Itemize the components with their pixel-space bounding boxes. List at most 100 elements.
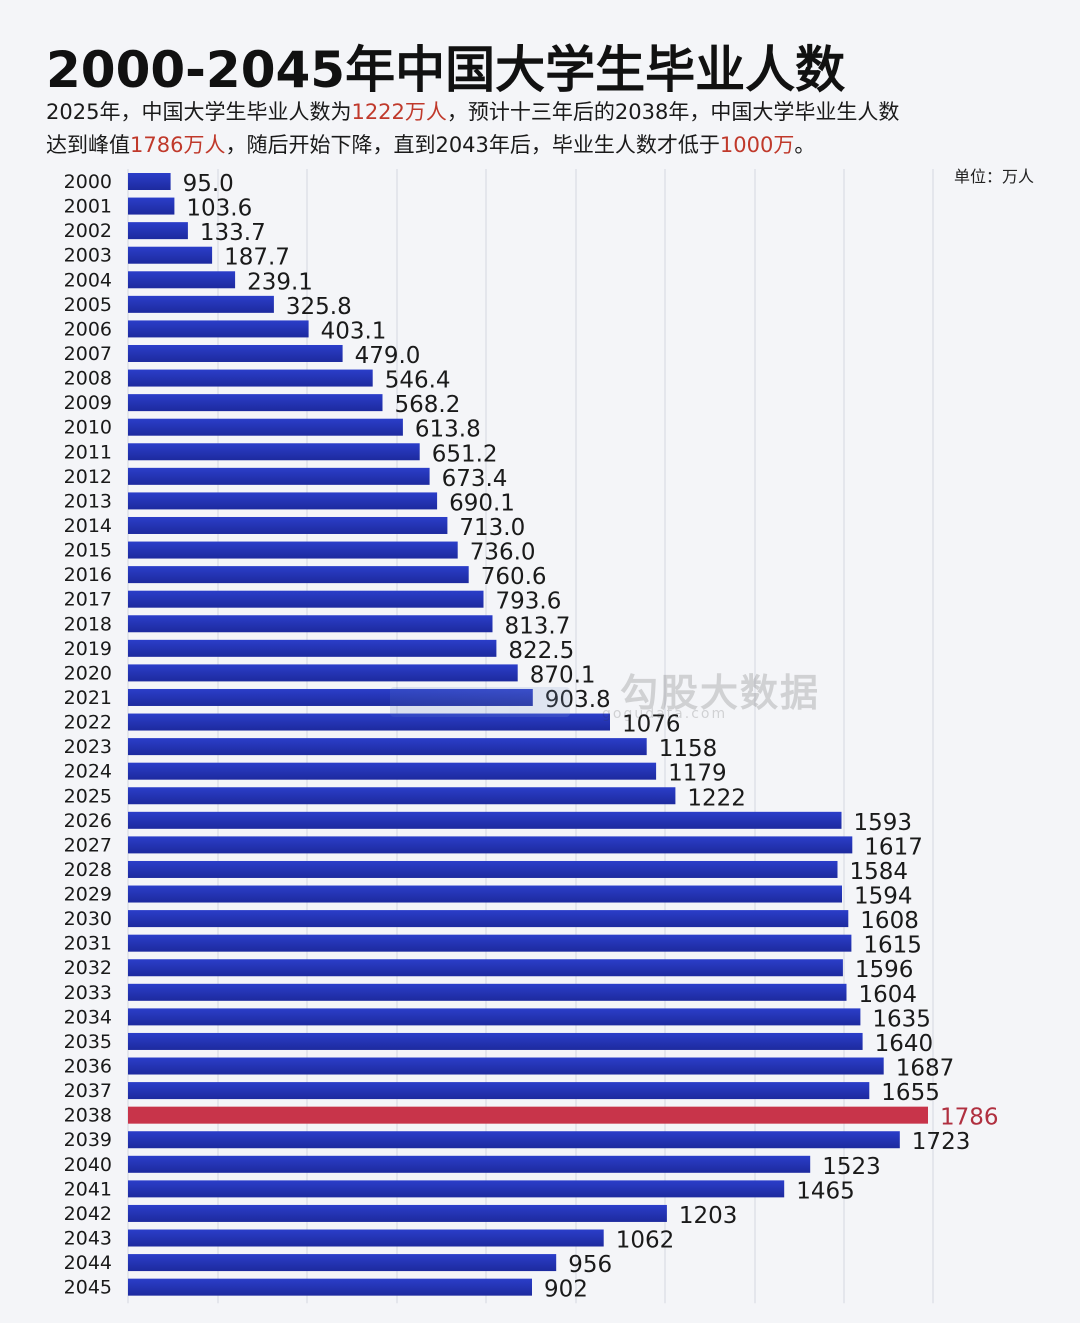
year-label-2003: 2003	[64, 245, 112, 267]
bar-2006	[128, 320, 309, 338]
value-label-2009: 568.2	[395, 392, 461, 418]
value-label-2019: 822.5	[508, 638, 574, 664]
year-label-2033: 2033	[64, 982, 112, 1004]
year-label-2030: 2030	[64, 908, 112, 930]
bar-2005	[128, 295, 274, 313]
year-label-2011: 2011	[64, 441, 112, 463]
year-label-2023: 2023	[64, 736, 112, 758]
value-label-2004: 239.1	[247, 269, 313, 295]
bar-2039	[128, 1131, 900, 1149]
value-label-2024: 1179	[668, 761, 727, 787]
year-label-2026: 2026	[64, 810, 112, 832]
value-label-2032: 1596	[855, 957, 914, 983]
value-label-2035: 1640	[875, 1031, 934, 1057]
year-label-2022: 2022	[64, 712, 112, 734]
bar-2026	[128, 811, 842, 829]
value-label-2030: 1608	[860, 908, 919, 934]
value-label-2017: 793.6	[496, 589, 562, 615]
year-label-2038: 2038	[64, 1105, 112, 1127]
year-label-2010: 2010	[64, 417, 112, 439]
year-label-2021: 2021	[64, 687, 112, 709]
year-label-2008: 2008	[64, 368, 112, 390]
year-label-2000: 2000	[64, 171, 112, 193]
bar-2036	[128, 1057, 884, 1075]
year-label-2039: 2039	[64, 1129, 112, 1151]
year-label-2040: 2040	[64, 1154, 112, 1176]
subtitle-line-2: 达到峰值1786万人，随后开始下降，直到2043年后，毕业生人数才低于1000万…	[46, 133, 816, 157]
year-label-2045: 2045	[64, 1277, 112, 1299]
bar-2004	[128, 271, 236, 289]
bar-2003	[128, 246, 213, 264]
value-label-2028: 1584	[850, 859, 909, 885]
value-label-2026: 1593	[854, 810, 913, 836]
year-label-2028: 2028	[64, 859, 112, 881]
bar-2011	[128, 443, 420, 461]
bars-group	[128, 173, 928, 1296]
bar-2001	[128, 197, 175, 215]
highlight-threshold-value: 1000万	[719, 133, 795, 157]
value-label-2040: 1523	[822, 1154, 881, 1180]
chart-title: 2000-2045年中国大学生毕业人数	[46, 41, 846, 99]
value-label-2031: 1615	[863, 933, 922, 959]
year-label-2018: 2018	[64, 613, 112, 635]
bar-2024	[128, 762, 657, 780]
year-label-2025: 2025	[64, 785, 112, 807]
year-label-2041: 2041	[64, 1178, 112, 1200]
value-label-2012: 673.4	[442, 466, 508, 492]
bar-2023	[128, 738, 647, 756]
bar-2037	[128, 1082, 870, 1100]
year-label-2037: 2037	[64, 1080, 112, 1102]
value-label-2013: 690.1	[449, 490, 515, 516]
bar-2031	[128, 934, 852, 952]
value-label-2000: 95.0	[183, 171, 234, 197]
value-label-2033: 1604	[859, 982, 918, 1008]
highlight-2025-value: 1222万人	[351, 100, 447, 124]
year-label-2036: 2036	[64, 1056, 112, 1078]
year-label-2020: 2020	[64, 662, 112, 684]
year-label-2014: 2014	[64, 515, 112, 537]
bar-2007	[128, 344, 343, 362]
year-label-2004: 2004	[64, 269, 112, 291]
value-label-2006: 403.1	[321, 318, 387, 344]
bar-2002	[128, 222, 188, 240]
year-label-2024: 2024	[64, 761, 112, 783]
year-label-2015: 2015	[64, 540, 112, 562]
bar-2022	[128, 713, 610, 731]
year-label-2017: 2017	[64, 589, 112, 611]
year-label-2009: 2009	[64, 392, 112, 414]
bar-2009	[128, 394, 383, 412]
bar-2019	[128, 639, 497, 657]
value-label-2014: 713.0	[459, 515, 525, 541]
year-label-2027: 2027	[64, 834, 112, 856]
year-label-2032: 2032	[64, 957, 112, 979]
year-label-2042: 2042	[64, 1203, 112, 1225]
value-label-2039: 1723	[912, 1129, 971, 1155]
bar-2042	[128, 1204, 667, 1222]
value-label-2036: 1687	[896, 1056, 955, 1082]
value-label-2002: 133.7	[200, 220, 266, 246]
bar-2043	[128, 1229, 604, 1247]
year-label-2001: 2001	[64, 196, 112, 218]
year-label-2013: 2013	[64, 490, 112, 512]
bar-2044	[128, 1254, 557, 1272]
highlight-peak-value: 1786万人	[130, 133, 226, 157]
bar-2015	[128, 541, 458, 559]
bar-2034	[128, 1008, 861, 1026]
bar-2029	[128, 885, 842, 903]
value-label-2027: 1617	[864, 834, 923, 860]
value-label-2037: 1655	[881, 1080, 940, 1106]
bar-2008	[128, 369, 373, 387]
value-label-2045: 902	[544, 1277, 588, 1303]
bar-2020	[128, 664, 518, 682]
year-label-2006: 2006	[64, 318, 112, 340]
value-label-2021: 903.8	[545, 687, 611, 713]
year-label-2035: 2035	[64, 1031, 112, 1053]
bar-2041	[128, 1180, 785, 1198]
value-label-2005: 325.8	[286, 294, 352, 320]
year-label-2019: 2019	[64, 638, 112, 660]
bar-2028	[128, 860, 838, 878]
value-label-2042: 1203	[679, 1203, 738, 1229]
year-label-2044: 2044	[64, 1252, 112, 1274]
value-label-2034: 1635	[872, 1006, 931, 1032]
value-label-2008: 546.4	[385, 368, 451, 394]
